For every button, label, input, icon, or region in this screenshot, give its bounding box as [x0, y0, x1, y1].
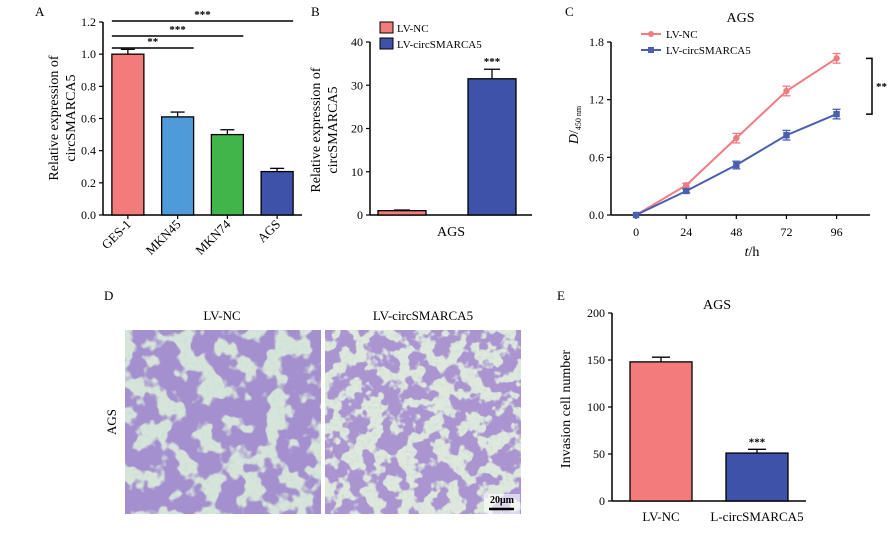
y-tick-label: 200	[587, 306, 605, 320]
x-tick-label: 72	[780, 225, 792, 239]
x-tick-label: 48	[730, 225, 742, 239]
bar-ges-1	[111, 53, 145, 216]
y-tick-label: 0.6	[81, 112, 96, 126]
y-tick-label: 1.2	[81, 15, 96, 29]
x-axis-label: AGS	[437, 225, 465, 240]
y-tick-label: 0	[599, 494, 605, 508]
significance-label: ***	[484, 56, 501, 68]
y-tick-label: 1.8	[589, 35, 604, 49]
y-tick-label: 0.0	[589, 208, 604, 222]
legend-label: LV-circSMARCA5	[666, 45, 751, 57]
y-axis-label-line: Relative expression of	[309, 67, 324, 193]
y-tick-label: 30	[351, 78, 363, 92]
chart-title: AGS	[726, 11, 754, 26]
y-axis-label: Relative expression of circSMARCA5	[47, 55, 79, 181]
x-axis-label: t/h	[745, 245, 760, 260]
significance-label: ***	[194, 9, 211, 21]
significance-bracket	[866, 57, 873, 115]
bar-lv-nc	[377, 210, 427, 216]
micrograph-right-title: LV-circSMARCA5	[373, 308, 473, 323]
data-point	[783, 132, 790, 139]
y-tick-label: 1.0	[81, 47, 96, 61]
x-axis-label-italic: t	[745, 245, 750, 260]
bar-lv-circsmarca5	[467, 78, 517, 216]
y-tick-label: 0.6	[589, 150, 604, 164]
x-tick-label: L-circSMARCA5	[710, 509, 803, 524]
micrograph-lv-circsmarca5	[325, 330, 521, 514]
y-tick-label: 0	[357, 208, 363, 222]
data-point	[682, 187, 690, 195]
y-tick-label: 1.2	[589, 93, 604, 107]
x-tick-label: GES-1	[98, 217, 134, 253]
significance-label: ***	[749, 436, 766, 448]
data-point	[733, 161, 740, 169]
legend-marker	[648, 31, 654, 37]
y-tick-label: 20	[351, 122, 363, 136]
x-tick-label: 0	[633, 225, 639, 239]
data-point	[833, 55, 840, 62]
panel-label-a: A	[35, 4, 45, 19]
chart-c: 0.0 0.6 1.2 1.8 0 24 48 72 96 AGS t/h D/450 nm LV-NC…	[567, 11, 888, 260]
y-axis-label-line: circSMARCA5	[64, 74, 79, 161]
chart-b: 0 10 20 30 40 Relative expression of circSMARC…	[309, 21, 532, 240]
bar-lv-nc	[629, 361, 693, 502]
legend-label: LV-circSMARCA5	[397, 39, 482, 51]
micrograph-left-title: LV-NC	[203, 308, 240, 323]
x-tick-label: 96	[831, 225, 843, 239]
scale-bar-label: 20μm	[490, 495, 515, 506]
micrograph-lv-nc	[125, 330, 321, 514]
panel-label-b: B	[311, 4, 320, 19]
panel-label-d: D	[104, 288, 113, 303]
y-axis-label-subscript: 450 nm	[574, 105, 583, 130]
x-tick-label: MKN74	[192, 216, 234, 258]
data-point	[733, 134, 740, 142]
data-point	[783, 87, 790, 95]
y-axis-label-line: circSMARCA5	[326, 86, 341, 173]
y-tick-label: 0.8	[81, 79, 96, 93]
legend-label: LV-NC	[397, 23, 429, 35]
y-axis-label: Relative expression of circSMARCA5	[309, 67, 341, 193]
y-axis-label: Invasion cell number	[559, 350, 574, 469]
data-point	[833, 110, 840, 118]
chart-title: AGS	[703, 298, 731, 313]
y-tick-label: 10	[351, 165, 363, 179]
y-axis-label: D/450 nm	[567, 105, 583, 145]
y-tick-label: 40	[351, 35, 363, 49]
x-tick-label: AGS	[254, 217, 283, 246]
bar-mkn45	[160, 116, 195, 216]
micrograph-row-label: AGS	[104, 409, 119, 435]
y-tick-label: 50	[593, 447, 605, 461]
bar-ags	[260, 170, 294, 216]
data-point	[632, 211, 640, 219]
chart-e: 0 50 100 150 200 Invasion cell number AGS LV-NC…	[559, 298, 806, 524]
y-tick-label: 0.2	[81, 176, 96, 190]
bar-mkn74	[210, 133, 245, 216]
x-axis-label-unit: /h	[749, 245, 760, 260]
data-point	[682, 182, 690, 189]
y-tick-label: 0.0	[81, 208, 96, 222]
legend-label: LV-NC	[666, 29, 698, 41]
legend-swatch	[379, 37, 394, 50]
panel-label-e: E	[557, 288, 565, 303]
significance-label: **	[147, 36, 159, 48]
y-tick-label: 150	[587, 353, 605, 367]
significance-label: **	[876, 81, 888, 93]
panel-d: LV-NC LV-circSMARCA5 AGS 20μm	[104, 308, 521, 514]
legend-marker	[648, 47, 654, 53]
x-tick-label: LV-NC	[642, 509, 679, 524]
x-tick-label: MKN45	[142, 217, 183, 258]
panel-label-c: C	[565, 4, 574, 19]
y-tick-label: 0.4	[81, 144, 96, 158]
x-tick-label: 24	[680, 225, 692, 239]
y-axis-label-main: D	[567, 134, 582, 145]
significance-label: ***	[169, 24, 186, 36]
y-tick-label: 100	[587, 400, 605, 414]
legend-swatch	[379, 21, 394, 34]
y-axis-label-line: Relative expression of	[47, 55, 62, 181]
chart-a: 0.0 0.2 0.4 0.6 0.8 1.0 1.2 Relative expression…	[47, 9, 302, 258]
bar-l-circsmarca5	[725, 452, 789, 502]
y-axis-label-slash: /	[567, 130, 582, 134]
